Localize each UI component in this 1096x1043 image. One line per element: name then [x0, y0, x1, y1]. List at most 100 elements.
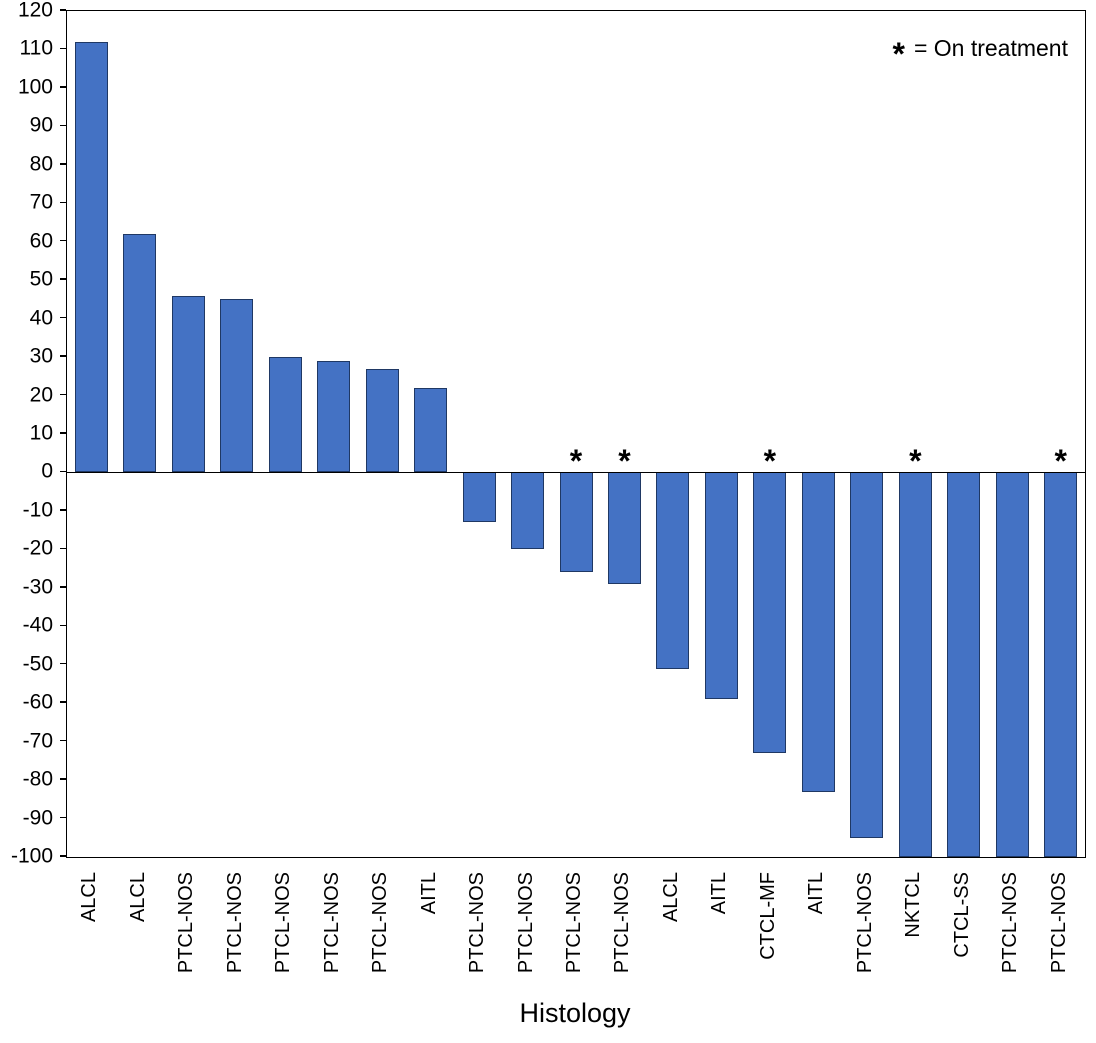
y-tick-mark [60, 47, 66, 50]
y-tick-label: 80 [29, 152, 53, 176]
y-tick-label: 0 [41, 459, 53, 483]
y-tick-label: 40 [29, 306, 53, 330]
plot-area: * * * * * [66, 10, 1086, 858]
y-tick-label: 60 [29, 229, 53, 253]
y-tick-mark [60, 509, 66, 511]
bar-nktcl [898, 472, 932, 857]
bar-aitl [801, 472, 835, 792]
y-tick-label: -70 [22, 729, 53, 753]
y-tick-mark [60, 355, 66, 357]
bar-ptcl-nos [511, 472, 545, 550]
x-tick-label: PTCL-NOS [175, 872, 198, 974]
bar-ctcl-mf [753, 472, 787, 754]
y-tick-label: -90 [22, 806, 53, 830]
x-axis-title: Histology [519, 998, 631, 1028]
bar-ptcl-nos [220, 299, 254, 473]
on-treatment-asterisk-icon: * [569, 443, 583, 480]
bar-alcl [656, 472, 690, 669]
bar-ctcl-ss [947, 472, 981, 857]
y-tick-mark [60, 432, 66, 434]
x-tick-label: PTCL-NOS [272, 872, 295, 974]
y-tick-label: 20 [29, 383, 53, 407]
bar-alcl [123, 234, 157, 473]
y-tick-mark [60, 816, 66, 819]
x-tick-label: CTCL-MF [756, 872, 779, 960]
bar-ptcl-nos [171, 295, 205, 473]
y-tick-mark [60, 163, 66, 165]
x-tick-label: ALCL [126, 872, 149, 923]
y-tick-mark [60, 855, 66, 857]
x-tick-label: AITL [805, 872, 828, 915]
bar-aitl [704, 472, 738, 700]
y-tick-mark [60, 201, 66, 204]
bar-ptcl-nos [559, 472, 593, 573]
y-tick-mark [60, 662, 66, 665]
zero-axis-line [67, 471, 1085, 474]
y-tick-mark [60, 278, 66, 280]
x-tick-label: PTCL-NOS [514, 872, 537, 974]
legend-label: = On treatment [913, 34, 1068, 61]
y-tick-mark [60, 701, 66, 703]
y-tick-mark [60, 124, 66, 127]
y-tick-label: -10 [22, 498, 53, 522]
y-tick-mark [60, 547, 66, 550]
y-tick-mark [60, 739, 66, 742]
x-tick-label: ALCL [78, 872, 101, 923]
x-tick-label: PTCL-NOS [369, 872, 392, 974]
bar-aitl [414, 387, 448, 473]
y-tick-label: -50 [22, 652, 53, 676]
on-treatment-asterisk-icon: * [618, 443, 631, 480]
bar-ptcl-nos [365, 368, 399, 473]
y-tick-mark [60, 586, 66, 588]
bar-ptcl-nos [462, 472, 496, 523]
legend: * = On treatment [892, 32, 1068, 70]
y-tick-label: 30 [29, 344, 53, 368]
y-tick-label: 100 [17, 75, 53, 99]
y-tick-mark [60, 316, 66, 319]
bar-ptcl-nos [1044, 472, 1078, 857]
bar-ptcl-nos [317, 360, 351, 473]
x-tick-label: PTCL-NOS [223, 872, 246, 974]
y-tick-mark [60, 239, 66, 242]
y-tick-label: -100 [10, 844, 53, 868]
x-tick-label: PTCL-NOS [1047, 872, 1070, 974]
x-tick-label: PTCL-NOS [466, 872, 489, 974]
y-tick-label: -80 [22, 767, 53, 791]
y-tick-mark [60, 624, 66, 627]
x-tick-label: PTCL-NOS [563, 872, 585, 974]
x-tick-label: NKTCL [902, 872, 925, 938]
y-tick-label: -40 [22, 613, 53, 637]
bar-ptcl-nos [607, 472, 641, 584]
x-tick-label: PTCL-NOS [999, 872, 1022, 974]
x-tick-label: PTCL-NOS [853, 872, 876, 974]
y-tick-label: 50 [29, 267, 53, 291]
y-tick-mark [60, 778, 66, 780]
on-treatment-asterisk-icon: * [1054, 443, 1067, 480]
y-tick-mark [60, 86, 66, 88]
on-treatment-asterisk-icon: * [909, 443, 922, 480]
bar-ptcl-nos [850, 472, 884, 838]
y-tick-label: 70 [29, 190, 53, 214]
bar-ptcl-nos [995, 472, 1029, 857]
y-tick-mark [60, 393, 66, 396]
on-treatment-asterisk-icon: * [763, 443, 777, 480]
y-tick-label: 120 [17, 0, 53, 22]
x-tick-label: CTCL-SS [950, 872, 973, 958]
y-tick-label: 90 [29, 113, 53, 137]
bar-alcl [74, 41, 108, 473]
asterisk-icon: * [892, 36, 905, 72]
x-tick-label: PTCL-NOS [320, 872, 343, 974]
y-tick-mark [60, 9, 66, 11]
y-tick-label: 110 [19, 36, 53, 60]
y-tick-label: 10 [29, 421, 53, 445]
x-tick-label: ALCL [659, 872, 682, 923]
y-axis: 120 110 100 90 80 70 60 50 40 30 20 10 0 -10 -20 -30 -40… [0, 0, 66, 867]
x-tick-label: PTCL-NOS [611, 872, 634, 974]
x-tick-label: AITL [417, 872, 440, 915]
y-tick-label: -30 [22, 575, 53, 599]
x-axis: ALCL ALCL PTCL-NOS PTCL-NOS PTCL-NOS PTCL-NOS… [66, 866, 1084, 994]
bar-ptcl-nos [268, 357, 302, 473]
x-tick-label: AITL [708, 872, 731, 915]
y-tick-mark [60, 470, 66, 473]
